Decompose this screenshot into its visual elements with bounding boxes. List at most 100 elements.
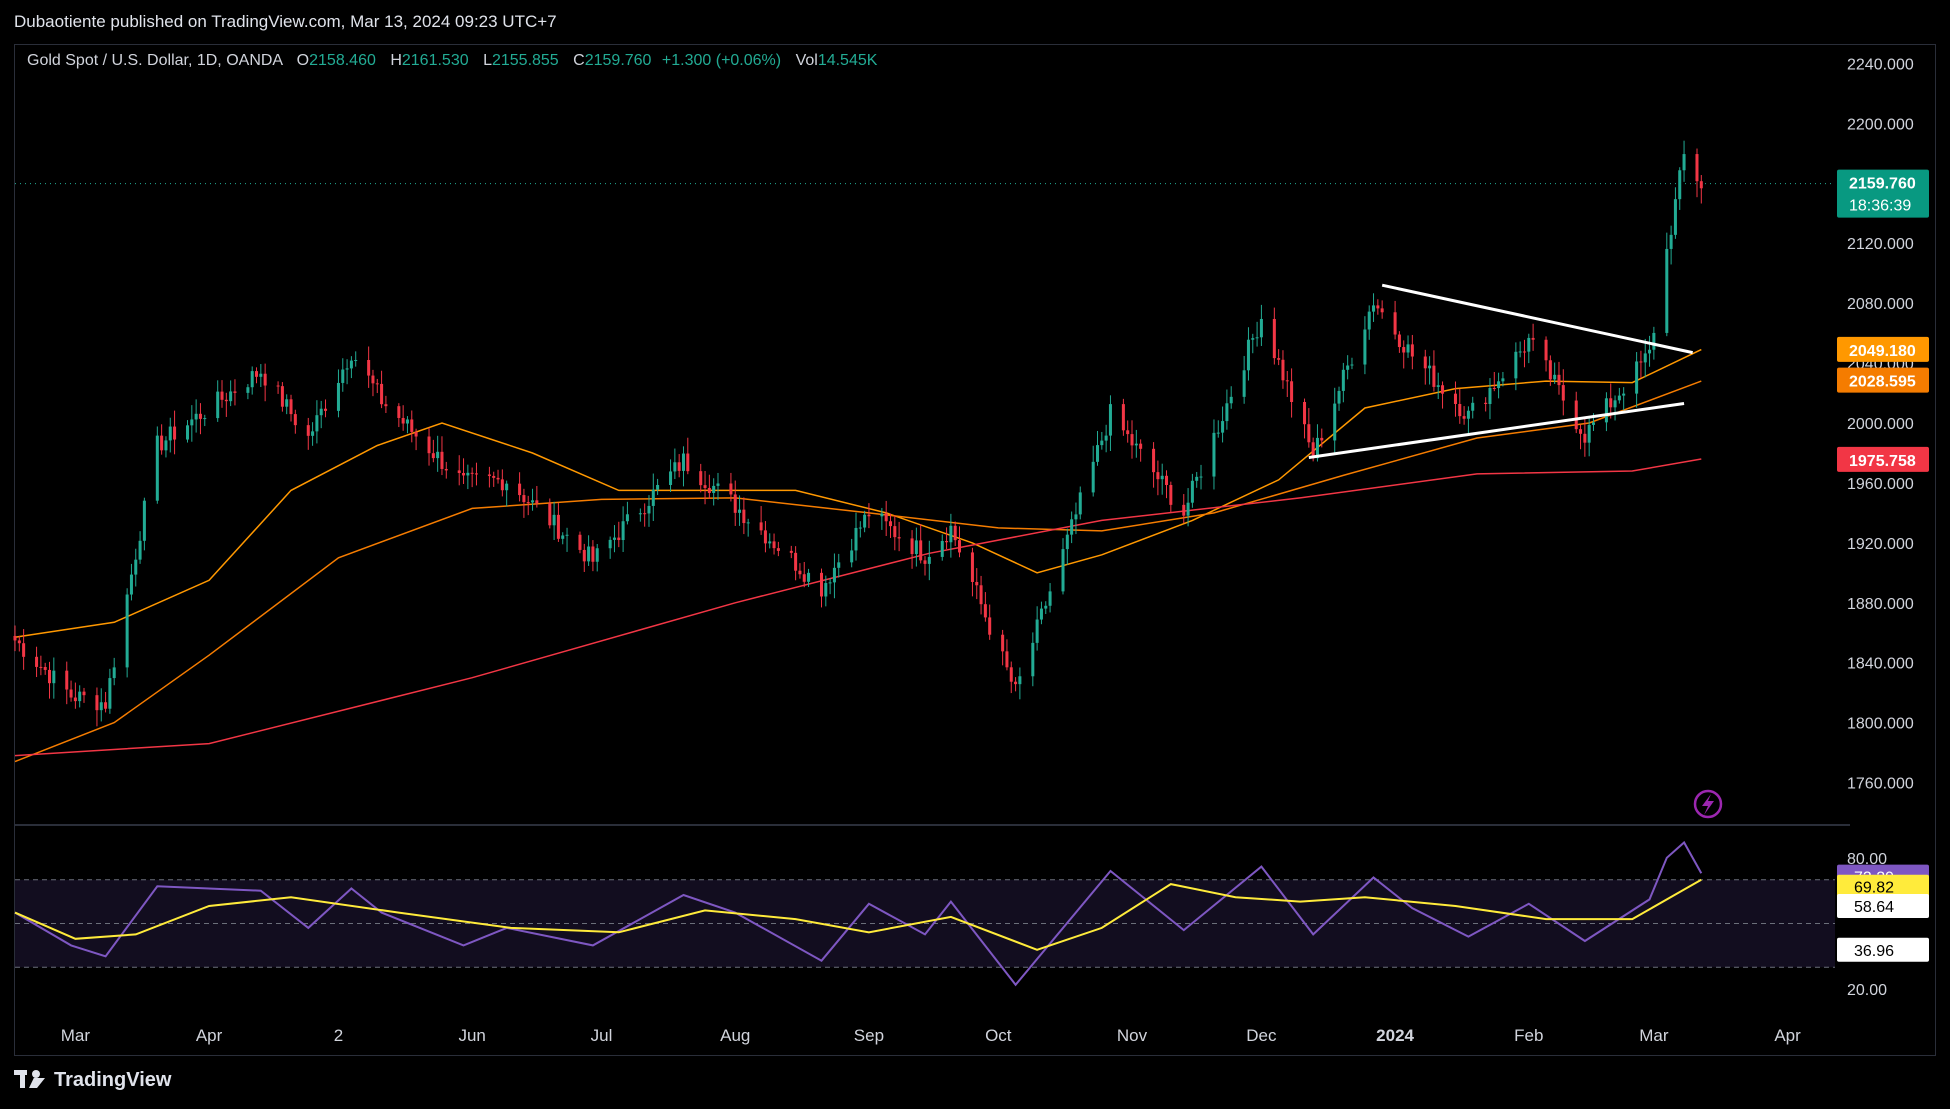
candle	[1579, 429, 1583, 434]
tradingview-logo[interactable]: TradingView	[14, 1068, 171, 1092]
candle	[1514, 351, 1518, 379]
candle	[1613, 400, 1617, 408]
candle	[1078, 492, 1082, 515]
candle	[837, 562, 841, 568]
candle	[250, 371, 254, 388]
candle	[142, 500, 146, 541]
candle	[1497, 381, 1501, 389]
price-tick-label: 2200.000	[1847, 116, 1914, 133]
price-tick-label: 2080.000	[1847, 296, 1914, 313]
price-tick-label: 2000.000	[1847, 416, 1914, 433]
candle	[496, 477, 500, 480]
volume-value: 14.545K	[817, 52, 878, 69]
candle	[492, 475, 496, 478]
candle	[1574, 400, 1578, 430]
price-badge-countdown: 18:36:39	[1849, 198, 1911, 215]
candle	[1199, 476, 1203, 478]
candle	[591, 546, 595, 562]
time-tick-label: Sep	[854, 1026, 884, 1045]
moving-average-line-3	[14, 458, 1702, 757]
rsi-lines	[14, 840, 1703, 987]
candle	[643, 513, 647, 515]
chart-frame	[14, 44, 1936, 1056]
candle	[1376, 305, 1380, 309]
candle	[1121, 404, 1125, 431]
candle	[405, 419, 409, 424]
candle	[1402, 347, 1406, 353]
candle	[255, 371, 259, 377]
candle	[1350, 364, 1354, 366]
candle	[1130, 434, 1134, 446]
candle	[129, 574, 133, 595]
rsi-badge-bg-2	[1837, 893, 1929, 918]
candle	[1363, 329, 1367, 365]
candle	[1488, 387, 1492, 405]
candle	[940, 540, 944, 557]
candle	[138, 540, 142, 560]
symbol-legend: Gold Spot / U.S. Dollar, 1D, OANDA O2158…	[27, 52, 877, 70]
candle	[1501, 378, 1505, 382]
bolt-icon[interactable]	[1693, 789, 1723, 819]
candle	[1186, 502, 1190, 516]
volume-label: Vol	[795, 52, 818, 69]
candles	[13, 140, 1703, 727]
candle	[17, 640, 21, 644]
candle	[1557, 374, 1561, 386]
candle	[548, 503, 552, 526]
candle	[888, 521, 893, 527]
time-tick-label: 2	[334, 1026, 343, 1045]
candle	[746, 522, 750, 524]
candle	[1337, 390, 1341, 404]
candle	[1096, 445, 1100, 462]
candle	[1522, 351, 1526, 353]
candle	[1303, 402, 1307, 425]
price-tick-label: 1800.000	[1847, 716, 1914, 733]
candle	[893, 526, 897, 538]
candle	[341, 369, 345, 383]
price-badge-value-2: 2028.595	[1849, 374, 1916, 391]
candle	[828, 582, 832, 584]
high-label: H	[390, 52, 402, 69]
candle	[535, 500, 539, 504]
candle	[738, 509, 742, 513]
candle	[1126, 430, 1130, 435]
candle	[656, 484, 660, 490]
moving-averages	[14, 348, 1702, 763]
price-badge-bg-0	[1837, 169, 1929, 218]
candle	[699, 471, 703, 486]
candle	[1436, 385, 1440, 387]
candle	[1639, 361, 1643, 363]
candle	[703, 485, 707, 488]
candle	[1393, 312, 1397, 335]
candle	[431, 453, 435, 459]
candle	[1152, 448, 1156, 473]
candle	[1548, 360, 1552, 380]
candle	[155, 435, 159, 501]
price-tick-label: 2120.000	[1847, 236, 1914, 253]
candle	[612, 537, 616, 540]
candle	[47, 669, 52, 684]
candle	[1531, 337, 1535, 340]
time-tick-label: Jul	[591, 1026, 613, 1045]
rsi-badge-bg-3	[1837, 937, 1929, 962]
candle	[1229, 396, 1233, 404]
candle	[276, 385, 280, 387]
time-tick-label: Nov	[1117, 1026, 1148, 1045]
symbol-name: Gold Spot / U.S. Dollar, 1D, OANDA	[27, 52, 283, 69]
candle	[349, 360, 353, 369]
candle	[1333, 403, 1337, 441]
candle	[397, 406, 401, 418]
candle	[108, 678, 112, 709]
time-tick-label: Apr	[1774, 1026, 1801, 1045]
candle	[1221, 421, 1225, 433]
candle	[293, 414, 297, 426]
candle	[1583, 433, 1587, 443]
candle	[1272, 318, 1276, 359]
candle	[1441, 385, 1445, 394]
candle	[1458, 404, 1462, 417]
time-tick-label: Jun	[458, 1026, 485, 1045]
candle	[474, 473, 478, 475]
price-badge-bg-1	[1837, 336, 1929, 362]
candle	[470, 472, 474, 474]
